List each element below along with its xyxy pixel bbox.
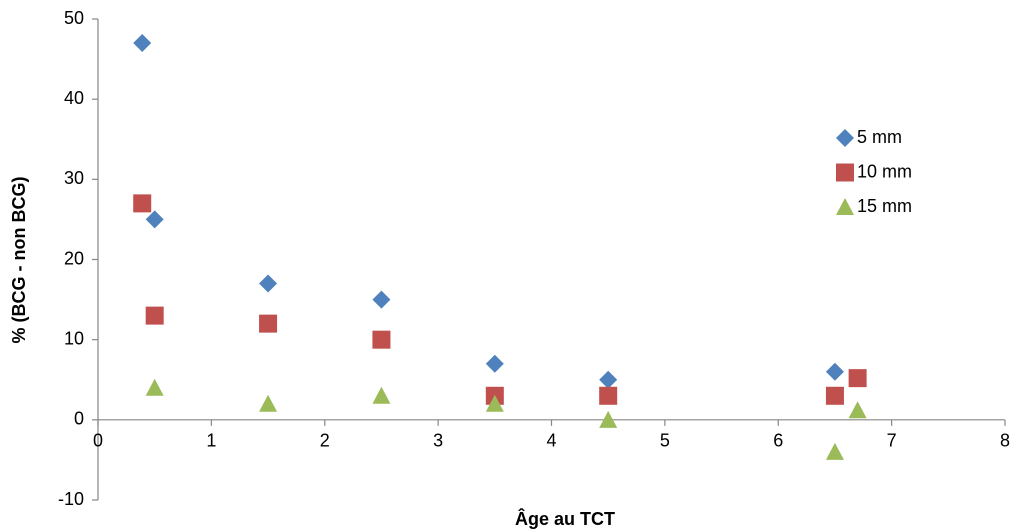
x-tick-label: 2 [320,431,330,451]
point [259,314,278,333]
point [259,274,278,293]
legend-marker [836,198,854,215]
legend-marker [836,163,854,182]
point [145,378,164,396]
point [599,370,618,389]
y-tick-label: 10 [64,328,84,348]
x-axis-title: Âge au TCT [515,508,615,529]
point [848,401,867,419]
point [145,306,164,325]
point [599,410,618,428]
point [259,394,278,412]
point [825,442,844,460]
point [485,354,504,373]
y-tick-label: -10 [58,489,84,509]
y-tick-label: 50 [64,8,84,28]
legend-label: 10 mm [857,161,912,181]
point [825,386,844,405]
y-tick-label: 0 [74,409,84,429]
y-tick-label: 30 [64,168,84,188]
point [372,290,391,309]
legend-label: 15 mm [857,196,912,216]
point [848,369,867,388]
point [485,394,504,412]
x-tick-label: 8 [1000,431,1010,451]
x-tick-label: 1 [206,431,216,451]
x-tick-label: 7 [887,431,897,451]
x-tick-label: 4 [546,431,556,451]
y-tick-label: 20 [64,248,84,268]
x-tick-label: 3 [433,431,443,451]
point [599,386,618,405]
point [133,34,152,53]
x-tick-label: 5 [660,431,670,451]
point [145,210,164,229]
y-tick-label: 40 [64,88,84,108]
legend-marker [836,129,854,147]
y-axis-title: % (BCG - non BCG) [9,177,29,344]
point [825,362,844,381]
point [372,386,391,404]
point [372,330,391,349]
x-tick-label: 6 [773,431,783,451]
x-tick-label: 0 [93,431,103,451]
point [133,194,152,213]
legend-label: 5 mm [857,127,902,147]
